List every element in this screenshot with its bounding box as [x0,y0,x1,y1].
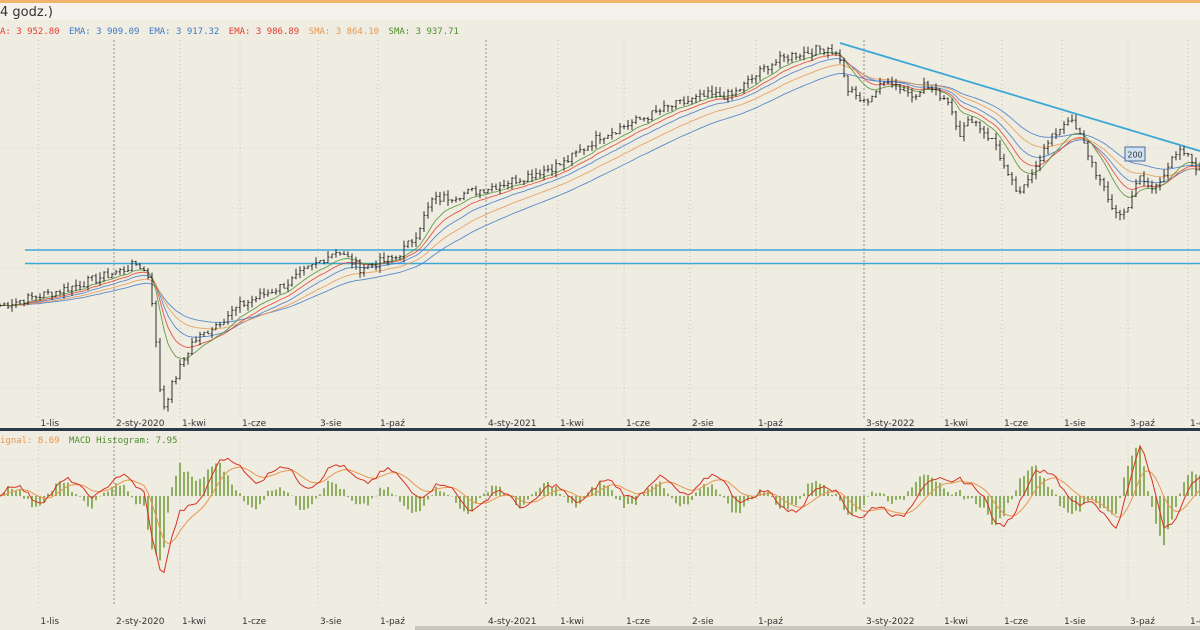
macd-legend-histogram: MACD Histogram: 7.95 [69,436,178,446]
macd-legend-signal: ignal: 8.69 [0,436,60,446]
moving-average-line [0,72,1200,323]
panel-separator [0,428,1200,431]
moving-average-line [0,52,1200,360]
macd-x-tick-label: 1-paź [758,617,783,627]
price-x-tick-label: 4-sty-2021 [488,419,537,429]
legend-item-sma-2: SMA: 3 937.71 [388,27,459,37]
legend-item-ema-2: EMA: 3 917.32 [148,27,220,37]
moving-average-line [0,54,1200,349]
macd-x-tick-label: 3-sie [320,617,342,627]
price-x-tick-label: 1-paź [380,419,405,429]
price-x-tick-label: 1-cze [1004,419,1029,429]
macd-line [0,445,1200,574]
annotation-200-box [1124,146,1146,162]
descending-trendline [839,42,1200,152]
price-x-tick-label: 1-kwi [560,419,584,429]
price-x-tick-label: 1-lis [40,419,59,429]
macd-x-tick-label: 1-sie [1064,617,1086,627]
macd-legend: ignal: 8.69 MACD Histogram: 7.95 [0,436,181,446]
macd-x-tick-label: 3-sty-2022 [866,617,915,627]
price-x-tick-label: 1-cze [626,419,651,429]
macd-signal-line [0,466,1200,545]
window-title: 4 godz.) [0,5,53,20]
price-x-tick-label: 1-sie [1064,419,1086,429]
legend-item-a: A: 3 952.80 [0,27,60,37]
macd-x-tick-label: 1-cze [1004,617,1029,627]
macd-x-tick-label: 1-kwi [944,617,968,627]
price-x-tick-label: 1-kwi [944,419,968,429]
macd-x-tick-label: 1-paź [380,617,405,627]
macd-x-tick-label: 1-kwi [560,617,584,627]
macd-x-tick-label: 1-cze [242,617,267,627]
price-x-tick-label: 3-sty-2022 [866,419,915,429]
macd-x-tick-label: 1-gru [1190,617,1200,627]
moving-average-line [0,64,1200,330]
price-x-tick-label: 1-gru [1190,419,1200,429]
legend-item-ema-1: EMA: 3 909.09 [69,27,140,37]
price-x-tick-label: 1-kwi [182,419,206,429]
legend-item-ema-3: EMA: 3 986.89 [228,27,300,37]
annotation-200-label: 200 [1127,151,1142,160]
price-x-tick-label: 2-sty-2020 [116,419,165,429]
price-x-tick-label: 1-paź [758,419,783,429]
price-x-tick-label: 3-paź [1130,419,1155,429]
price-x-tick-label: 3-sie [320,419,342,429]
price-x-tick-label: 1-cze [242,419,267,429]
macd-x-tick-label: 2-sty-2020 [116,617,165,627]
macd-x-tick-label: 3-paź [1130,617,1155,627]
legend-item-sma-1: SMA: 3 864.10 [308,27,380,37]
macd-x-tick-label: 1-cze [626,617,651,627]
horizontal-scrollbar [415,626,1200,630]
window-title-bar: 4 godz.) [0,0,1200,20]
macd-x-tick-label: 4-sty-2021 [488,617,537,627]
macd-x-tick-label: 1-kwi [182,617,206,627]
macd-x-tick-label: 2-sie [692,617,714,627]
macd-x-tick-label: 1-lis [40,617,59,627]
price-legend: A: 3 952.80 EMA: 3 909.09 EMA: 3 917.32 … [0,27,463,37]
price-x-tick-label: 2-sie [692,419,714,429]
